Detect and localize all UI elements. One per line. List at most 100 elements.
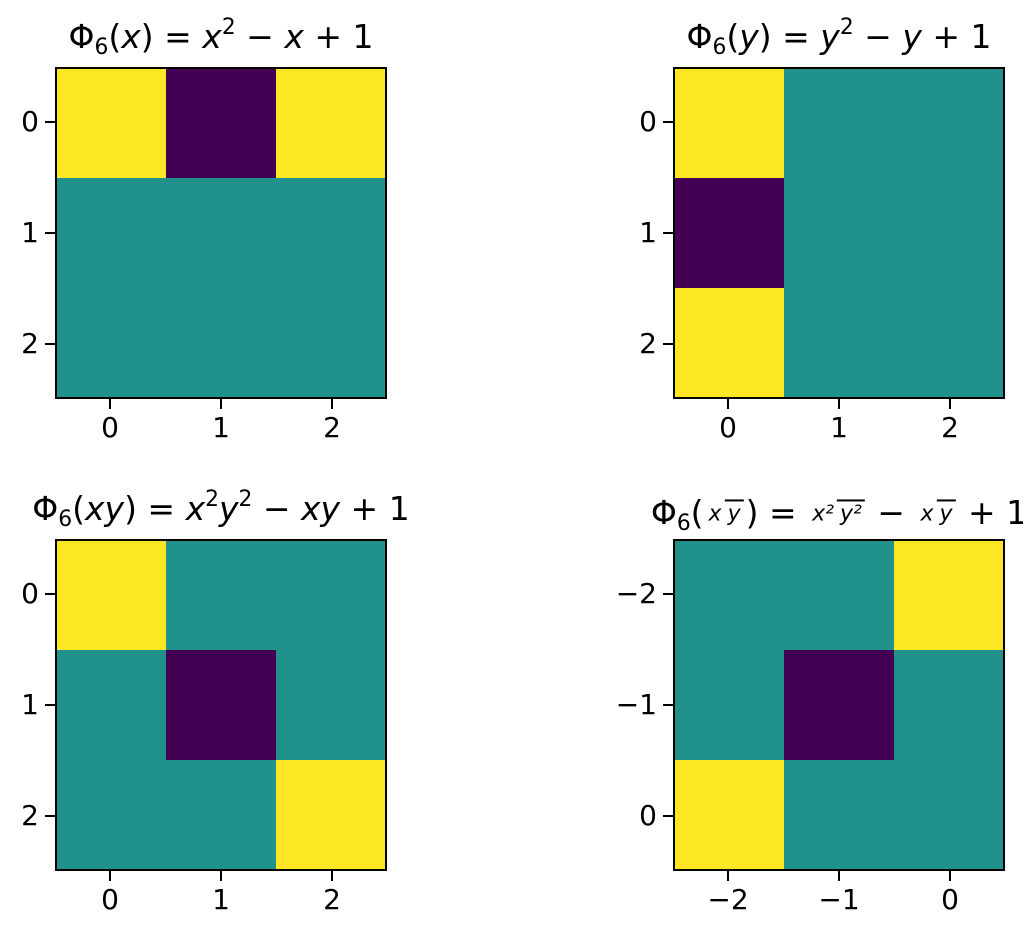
x-tick-label: −2 — [707, 883, 749, 916]
fraction-denominator: y² — [836, 499, 865, 527]
x-tick-mark — [949, 871, 951, 881]
title-segment: ) = — [124, 489, 186, 529]
fraction-denominator: y — [724, 499, 744, 527]
x-tick-mark — [838, 871, 840, 881]
y-tick-mark — [45, 593, 55, 595]
heatmap-cell — [275, 759, 385, 869]
fraction-denominator: y — [936, 499, 956, 527]
title-segment: − — [235, 17, 285, 57]
x-tick-mark — [727, 399, 729, 409]
heatmap-cell — [675, 178, 785, 288]
y-tick-label: 2 — [639, 327, 657, 360]
x-tick-label: 1 — [212, 883, 230, 916]
x-tick-mark — [109, 399, 111, 409]
heatmap-cell — [675, 759, 785, 869]
heatmap-cell — [893, 541, 1003, 651]
heatmap-cell — [166, 178, 276, 288]
y-tick-mark — [45, 704, 55, 706]
y-tick-label: 0 — [21, 577, 39, 610]
x-tick-label: 0 — [719, 411, 737, 444]
heatmap-cell — [784, 287, 894, 397]
x-tick-label: 0 — [941, 883, 959, 916]
heatmap-cell — [166, 650, 276, 760]
title-segment-superscript: 2 — [238, 487, 253, 513]
title-segment: ( — [108, 17, 122, 57]
heatmap-cell — [675, 287, 785, 397]
y-tick-mark — [45, 232, 55, 234]
title-segment-subscript: 6 — [58, 506, 73, 532]
heatmap-cell — [275, 541, 385, 651]
heatmap-phi6-x-over-y — [673, 539, 1005, 871]
title-segment: Φ — [650, 493, 677, 533]
y-tick-mark — [45, 343, 55, 345]
y-tick-mark — [663, 232, 673, 234]
x-tick-label: 0 — [101, 883, 119, 916]
heatmap-cell — [893, 287, 1003, 397]
heatmap-cell — [784, 759, 894, 869]
heatmap-cell — [893, 650, 1003, 760]
fraction-numerator: x — [920, 501, 934, 527]
x-tick-mark — [109, 871, 111, 881]
y-tick-mark — [663, 815, 673, 817]
x-tick-mark — [331, 871, 333, 881]
title-segment: − — [853, 17, 903, 57]
y-tick-label: −1 — [615, 688, 657, 721]
title-segment: ( — [726, 17, 740, 57]
heatmap-cell — [893, 178, 1003, 288]
x-tick-label: 2 — [941, 411, 959, 444]
x-tick-mark — [949, 399, 951, 409]
title-segment: − — [866, 493, 916, 533]
y-tick-label: 2 — [21, 799, 39, 832]
x-tick-label: −1 — [818, 883, 860, 916]
y-tick-mark — [45, 121, 55, 123]
heatmap-cell — [166, 759, 276, 869]
heatmap-phi6-x — [55, 67, 387, 399]
title-segment-superscript: 2 — [221, 15, 236, 41]
heatmap-cell — [57, 541, 167, 651]
title-segment: Φ — [68, 17, 95, 57]
title-segment-superscript: 2 — [839, 15, 854, 41]
heatmap-cell — [57, 759, 167, 869]
title-segment: + 1 — [303, 17, 374, 57]
heatmap-cell — [275, 178, 385, 288]
title-segment-subscript: 6 — [712, 34, 727, 60]
title-segment: x — [121, 17, 141, 57]
x-tick-mark — [727, 871, 729, 881]
title-segment-superscript: 2 — [205, 487, 219, 513]
heatmap-phi6-y — [673, 67, 1005, 399]
heatmap-cell — [675, 69, 785, 179]
y-tick-label: 0 — [639, 105, 657, 138]
title-segment: y — [218, 489, 239, 529]
heatmap-cell — [784, 541, 894, 651]
title-segment-subscript: 6 — [676, 510, 691, 536]
x-tick-label: 1 — [830, 411, 848, 444]
y-tick-mark — [45, 815, 55, 817]
x-tick-label: 1 — [212, 411, 230, 444]
y-tick-label: 0 — [21, 105, 39, 138]
heatmap-cell — [784, 650, 894, 760]
x-tick-label: 2 — [323, 411, 341, 444]
heatmap-cell — [675, 541, 785, 651]
title-segment: ) = — [758, 17, 821, 57]
y-tick-mark — [663, 704, 673, 706]
heatmap-cell — [275, 287, 385, 397]
heatmap-cell — [57, 69, 167, 179]
x-tick-label: 0 — [101, 411, 119, 444]
title-fraction: x² y² — [807, 499, 867, 528]
title-segment: − — [252, 489, 302, 529]
y-tick-label: 2 — [21, 327, 39, 360]
heatmap-cell — [57, 287, 167, 397]
heatmap-cell — [675, 650, 785, 760]
heatmap-cell — [893, 69, 1003, 179]
title-segment: xy — [301, 489, 341, 529]
title-segment-subscript: 6 — [94, 34, 109, 60]
